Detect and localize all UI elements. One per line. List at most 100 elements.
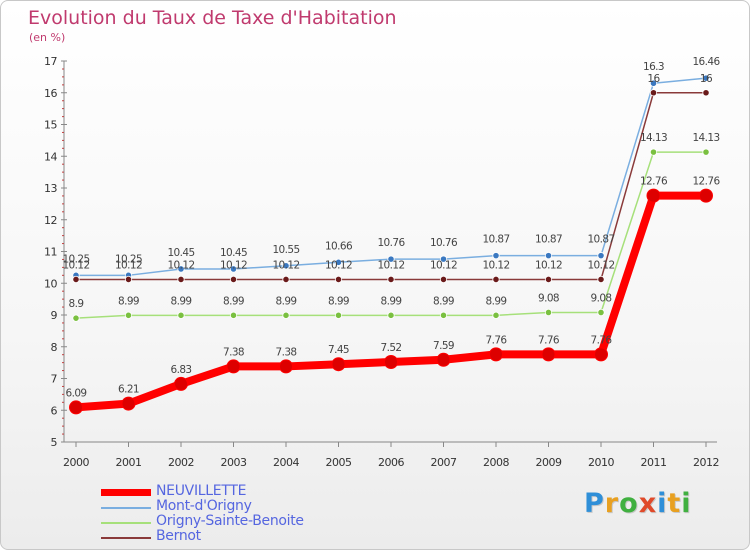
data-label: 12.76 [640, 176, 668, 188]
legend-swatch-origny-sainte-benoite [101, 522, 151, 524]
data-point [702, 74, 710, 82]
y-tick-label: 10 [44, 277, 57, 290]
data-point [439, 311, 448, 319]
data-label: 10.12 [535, 259, 562, 271]
data-point [544, 275, 553, 284]
data-label: 6.09 [66, 387, 87, 399]
logo-letter: i [657, 488, 668, 519]
data-point [387, 311, 395, 319]
x-tick-label: 2007 [431, 456, 457, 469]
data-point [439, 275, 448, 284]
data-label: 8.99 [223, 295, 244, 307]
data-label: 10.25 [115, 253, 142, 265]
data-point [124, 311, 133, 319]
data-label: 7.59 [433, 340, 454, 352]
data-point [702, 148, 710, 156]
data-label: 10.12 [272, 259, 299, 271]
logo-letter: i [681, 488, 692, 519]
data-label: 10.12 [220, 259, 247, 271]
data-label: 10.76 [430, 237, 458, 249]
logo-letter: P [584, 488, 605, 519]
x-tick-label: 2006 [378, 456, 404, 469]
data-point [544, 308, 553, 317]
data-point [646, 188, 661, 203]
chart-title: Evolution du Taux de Taxe d'Habitation [28, 7, 397, 29]
data-label: 10.12 [115, 259, 142, 271]
data-label: 8.99 [118, 295, 139, 307]
data-label: 6.83 [171, 364, 192, 376]
legend-swatch-mont-d-origny [101, 507, 151, 509]
data-label: 10.76 [377, 237, 405, 249]
data-label: 8.99 [433, 295, 454, 307]
data-label: 7.76 [591, 334, 613, 346]
y-tick-label: 9 [51, 309, 58, 322]
data-label: 16 [700, 73, 713, 85]
data-label: 10.87 [482, 234, 509, 246]
data-point [597, 308, 605, 317]
x-tick-label: 2005 [326, 456, 352, 469]
data-label: 10.12 [587, 259, 614, 271]
data-point [387, 255, 395, 263]
data-label: 8.99 [276, 295, 297, 307]
data-point [384, 354, 398, 369]
data-point [492, 275, 500, 284]
data-point [177, 311, 185, 319]
data-label: 10.87 [535, 234, 562, 246]
data-point [436, 352, 451, 367]
y-tick-label: 15 [44, 119, 57, 132]
y-tick-label: 17 [44, 55, 57, 68]
data-point [174, 376, 188, 391]
line-chart: 5 6 7 8 9 10 11 12 13 14 15 16 17 2000 2001 2002 2003 200… [44, 55, 721, 469]
data-point [331, 357, 346, 372]
legend-swatch-neuvillette [101, 489, 151, 496]
data-label: 14.13 [640, 132, 667, 144]
data-point [387, 275, 395, 284]
data-point [649, 89, 658, 97]
data-label: 10.12 [377, 259, 404, 271]
x-tick-label: 2002 [168, 456, 194, 469]
data-label: 7.38 [276, 346, 297, 358]
x-tick-label: 2009 [536, 456, 562, 469]
data-label: 10.55 [272, 244, 299, 256]
legend-label-mont-d-origny: Mont-d'Origny [156, 498, 252, 514]
data-point [541, 347, 556, 362]
data-point [177, 265, 185, 273]
data-label: 8.99 [381, 295, 402, 307]
x-tick-label: 2003 [221, 456, 247, 469]
data-point [229, 275, 238, 284]
data-point [492, 311, 500, 319]
data-label: 6.21 [118, 384, 139, 396]
data-label: 16.3 [643, 61, 664, 73]
data-label: 8.99 [486, 295, 507, 307]
data-label: 10.87 [587, 234, 614, 246]
logo-letter: x [638, 488, 658, 519]
data-point [334, 311, 343, 319]
logo-letter: o [619, 488, 639, 519]
x-tick-label: 2012 [693, 456, 719, 469]
data-label: 8.9 [69, 298, 84, 310]
data-label: 10.12 [482, 259, 509, 271]
data-label: 7.45 [328, 344, 349, 356]
data-label: 10.12 [167, 259, 194, 271]
y-tick-label: 12 [44, 214, 57, 227]
data-point [124, 275, 133, 284]
data-label: 8.99 [171, 295, 192, 307]
data-label: 10.25 [62, 253, 89, 265]
legend-swatch-bernot [101, 537, 151, 539]
data-point [597, 275, 605, 284]
data-point [72, 275, 80, 284]
y-tick-label: 13 [44, 182, 57, 195]
data-point [121, 396, 136, 411]
y-tick-label: 6 [51, 404, 58, 417]
y-tick-label: 16 [44, 87, 57, 100]
data-label: 16 [647, 73, 660, 85]
logo-letter: t [667, 488, 682, 519]
data-point [544, 252, 553, 260]
data-point [699, 188, 713, 203]
data-point [702, 89, 710, 97]
data-point [229, 311, 238, 319]
data-label: 9.08 [538, 292, 559, 304]
data-point [649, 148, 658, 156]
data-point [649, 79, 658, 87]
